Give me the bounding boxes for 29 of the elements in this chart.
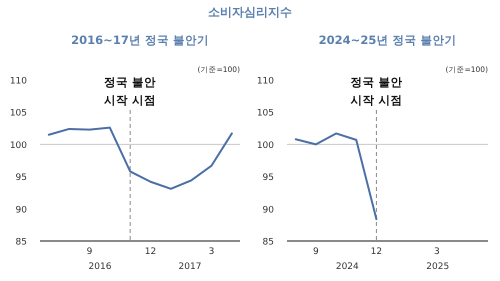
y-tick-label: 100 bbox=[10, 140, 28, 151]
text: 2025 bbox=[426, 262, 450, 272]
y-tick-label: 95 bbox=[16, 173, 27, 184]
y-tick-label: 85 bbox=[16, 238, 27, 248]
y-tick-label: 90 bbox=[262, 205, 274, 216]
x-tick-label: 3 bbox=[208, 247, 214, 257]
y-tick-label: 100 bbox=[256, 140, 274, 151]
ref-line-label: 정국 불안 시작 시점 bbox=[104, 75, 156, 107]
x-tick-label: 12 bbox=[370, 247, 382, 257]
y-tick-label: 105 bbox=[256, 108, 274, 119]
x-tick-label: 9 bbox=[313, 247, 320, 257]
text: 2016 bbox=[88, 262, 112, 272]
line-series bbox=[294, 132, 378, 220]
y-tick-label: 95 bbox=[262, 173, 274, 184]
x-tick-label: 3 bbox=[434, 247, 440, 257]
text: 2017 bbox=[178, 262, 202, 272]
chart-subtitle: 2016~17년 정국 불안기 bbox=[71, 33, 209, 47]
chart-title: 소비자심리지수 bbox=[208, 5, 292, 19]
x-tick-label: 9 bbox=[86, 247, 93, 257]
y-tick-label: 110 bbox=[10, 76, 28, 86]
y-tick-label: 85 bbox=[262, 238, 274, 248]
chart-subtitle: 2024~25년 정국 불안기 bbox=[318, 33, 456, 47]
ref-line-label: 정국 불안 시작 시점 bbox=[350, 75, 402, 107]
line-series bbox=[48, 126, 233, 190]
text: 2024 bbox=[336, 262, 360, 272]
x-tick-label: 12 bbox=[144, 247, 156, 257]
y-tick-label: 110 bbox=[256, 76, 274, 86]
y-tick-label: 90 bbox=[16, 205, 28, 216]
y-tick-label: 105 bbox=[10, 108, 27, 119]
